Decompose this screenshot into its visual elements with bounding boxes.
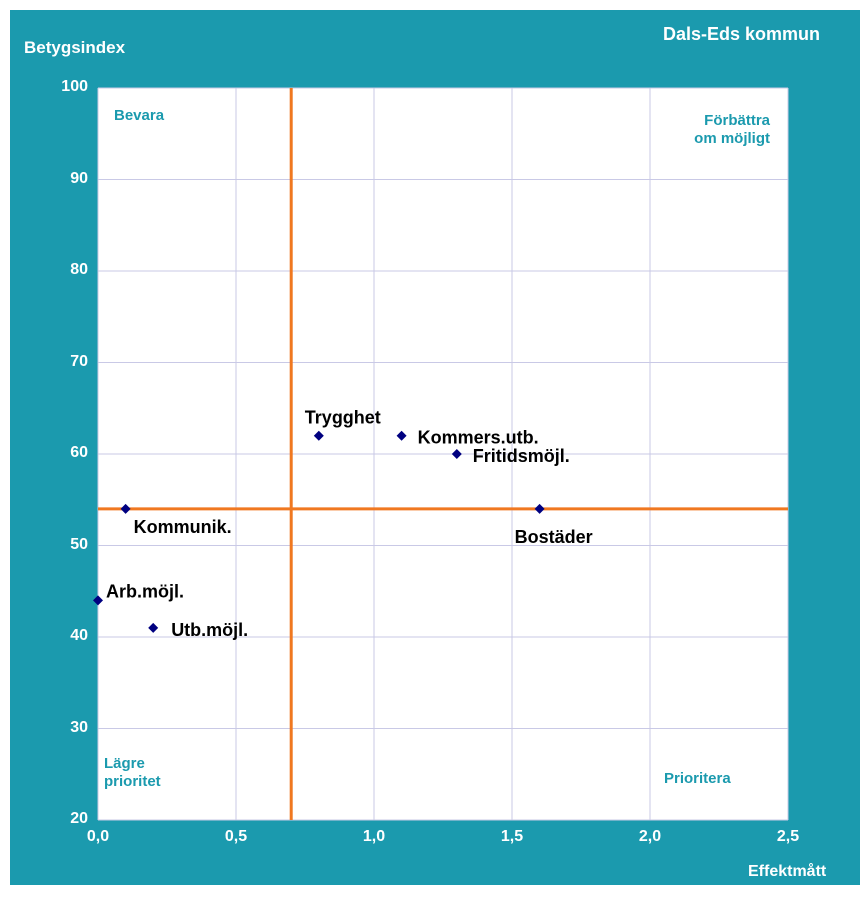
quadrant-label-top-left: Bevara [114, 107, 164, 125]
x-tick-label: 0,5 [224, 828, 248, 845]
data-point-label: Utb.möjl. [171, 620, 248, 640]
data-point-label: Arb.möjl. [106, 581, 184, 601]
data-point [451, 449, 462, 459]
y-tick-label: 50 [70, 535, 88, 553]
x-tick-label: 1,5 [500, 828, 524, 845]
data-point-label: Trygghet [305, 408, 381, 428]
quadrant-label-bottom-right-text: Prioritera [664, 770, 731, 787]
y-tick-label: 40 [70, 627, 88, 644]
data-point [120, 503, 131, 514]
data-point [93, 595, 103, 606]
quadrant-label-bottom-right: Prioritera [664, 770, 731, 788]
data-point [534, 503, 545, 514]
quadrant-label-bottom-left-line2: prioritet [104, 773, 161, 790]
x-tick-label: 0,0 [86, 828, 110, 845]
data-point [313, 430, 324, 441]
y-axis-label: Betygsindex [24, 38, 126, 57]
quadrant-label-top-left-text: Bevara [114, 107, 165, 124]
y-tick-label: 90 [70, 169, 88, 187]
x-axis-label: Effektmått [748, 863, 827, 880]
quadrant-label-bottom-left-line1: Lägre [104, 755, 145, 772]
data-point-label: Fritidsmöjl. [473, 446, 570, 466]
y-tick-label: 60 [70, 444, 88, 461]
data-point-label: Bostäder [515, 527, 593, 547]
y-tick-label: 20 [70, 810, 88, 827]
quadrant-label-top-right: Förbättra om möjligt [664, 112, 770, 148]
x-tick-label: 2,5 [776, 828, 800, 845]
quadrant-label-bottom-left: Lägre prioritet [104, 755, 161, 791]
y-tick-label: 30 [70, 718, 88, 736]
chart-title: Dals-Eds kommun [663, 24, 821, 44]
data-point [396, 430, 407, 441]
data-point-label: Kommunik. [134, 517, 232, 537]
data-point [148, 622, 159, 633]
quadrant-label-top-right-line2: om möjligt [694, 130, 770, 147]
data-point-label: Kommers.utb. [418, 428, 539, 448]
x-tick-label: 2,0 [638, 828, 662, 845]
y-tick-label: 100 [61, 78, 88, 95]
y-tick-label: 70 [70, 352, 88, 370]
quadrant-label-top-right-line1: Förbättra [704, 112, 770, 129]
y-tick-label: 80 [70, 261, 88, 278]
x-tick-label: 1,0 [362, 828, 386, 845]
